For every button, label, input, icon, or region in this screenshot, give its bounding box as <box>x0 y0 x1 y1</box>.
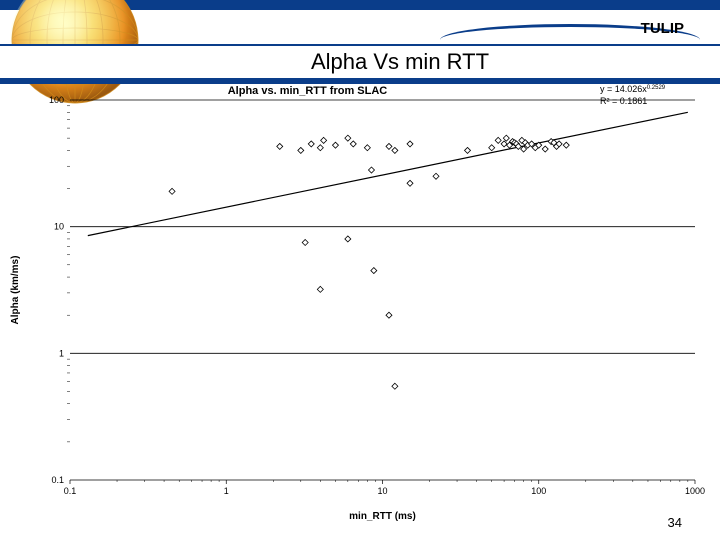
slide-title: Alpha Vs min RTT <box>311 49 489 75</box>
svg-text:Alpha (km/ms): Alpha (km/ms) <box>10 256 21 325</box>
svg-text:10: 10 <box>377 486 387 496</box>
brand-pill: TULIP <box>520 18 690 42</box>
svg-text:1: 1 <box>224 486 229 496</box>
svg-text:100: 100 <box>531 486 546 496</box>
svg-text:10: 10 <box>54 222 64 232</box>
svg-text:0.1: 0.1 <box>64 486 77 496</box>
brand-label: TULIP <box>641 20 684 37</box>
svg-text:100: 100 <box>49 95 64 105</box>
svg-text:Alpha vs. min_RTT from SLAC: Alpha vs. min_RTT from SLAC <box>228 85 388 97</box>
svg-text:1000: 1000 <box>685 486 705 496</box>
svg-text:R² = 0.1861: R² = 0.1861 <box>600 96 647 106</box>
page-number: 34 <box>668 515 682 530</box>
svg-text:0.1: 0.1 <box>51 475 64 485</box>
svg-text:y = 14.026x0.2529: y = 14.026x0.2529 <box>600 84 666 94</box>
title-bar: Alpha Vs min RTT <box>0 44 720 84</box>
chart-container: Alpha vs. min_RTT from SLAC y = 14.026x0.… <box>0 80 720 540</box>
scatter-chart: Alpha vs. min_RTT from SLAC y = 14.026x0.… <box>0 80 720 525</box>
slide-header: TULIP Alpha Vs min RTT <box>0 0 720 75</box>
svg-text:min_RTT (ms): min_RTT (ms) <box>349 511 416 522</box>
svg-text:1: 1 <box>59 348 64 358</box>
